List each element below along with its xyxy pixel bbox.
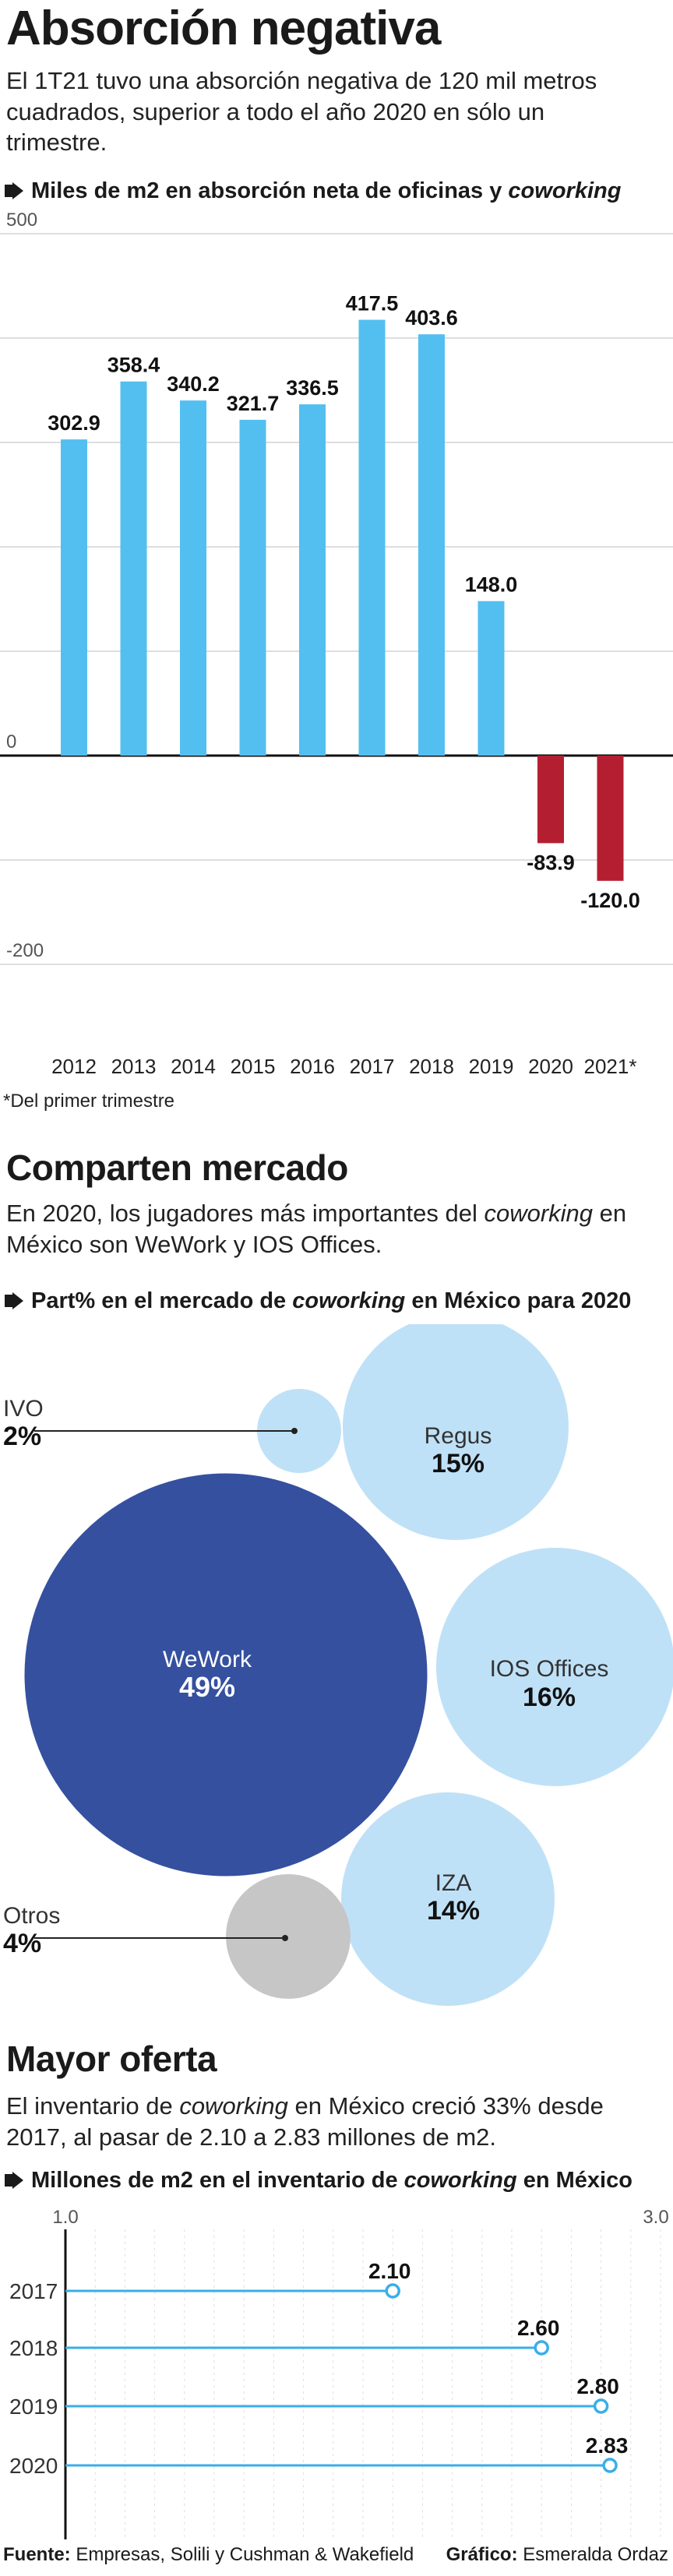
lollipop-value-label: 2.10 [368, 2259, 411, 2283]
bubble-regus [343, 1324, 569, 1540]
y-tick-label: 500 [6, 210, 37, 231]
section3-subtitle: Millones de m2 en el inventario de cowor… [3, 2168, 632, 2194]
bar-2016 [299, 404, 326, 756]
bar-value-label: 417.5 [346, 292, 399, 315]
bar-value-label: 358.4 [107, 354, 160, 377]
y-tick-label: -200 [6, 940, 44, 961]
bar-2019 [477, 601, 505, 756]
bar-x-labels: 2012 2013 2014 2015 2016 2017 2018 2019 2020 2021… [51, 1055, 636, 1078]
x-category-label: 2015 [231, 1055, 276, 1078]
bar-2021* [597, 756, 624, 881]
bar-2013 [120, 381, 147, 756]
bar-y-ticks: 500 0 -200 [6, 210, 44, 961]
x-category-label: 2019 [469, 1055, 514, 1078]
x-category-label: 2013 [111, 1055, 157, 1078]
bubble-ios-offices [436, 1548, 673, 1786]
iza-name: IZA [435, 1870, 472, 1896]
bubble-wework [22, 1471, 430, 1879]
bar-value-label: 148.0 [465, 573, 518, 597]
section3-title: Mayor oferta [6, 2039, 217, 2079]
absorption-bar-chart: 500 0 -200 302.9 358.4 340.2 321.7 336.5 417.… [0, 210, 673, 1078]
regus-value: 15% [432, 1449, 484, 1478]
bar-value-label: 340.2 [167, 372, 220, 396]
wework-value: 49% [179, 1671, 235, 1703]
row-category-label: 2020 [9, 2454, 58, 2478]
bubble-iza [341, 1792, 555, 2006]
x-category-label: 2014 [171, 1055, 216, 1078]
bar-2015 [239, 419, 266, 756]
bar-2012 [61, 439, 87, 756]
ivo-value: 2% [3, 1422, 41, 1451]
ios-offices-value: 16% [523, 1683, 576, 1712]
section2-lead: En 2020, los jugadores más importantes d… [6, 1200, 627, 1258]
source-note: Fuente: Empresas, Solili y Cushman & Wak… [3, 2544, 414, 2565]
lollipop-dot [385, 2283, 400, 2299]
y-tick-label: 0 [6, 731, 16, 752]
lollipop-value-label: 2.83 [586, 2433, 629, 2458]
bar-2018 [418, 334, 445, 756]
bar-value-label: 302.9 [48, 411, 100, 435]
x-category-label: 2016 [290, 1055, 335, 1078]
section2-title: Comparten mercado [6, 1147, 348, 1188]
bar-value-label: 403.6 [405, 306, 458, 329]
regus-name: Regus [425, 1423, 492, 1449]
otros-name: Otros [3, 1903, 60, 1929]
row-category-label: 2018 [9, 2336, 58, 2360]
x-category-label: 2017 [350, 1055, 395, 1078]
lollipop-dot [593, 2398, 609, 2414]
bar-grid [0, 233, 673, 965]
inventory-lollipop-chart: 1.0 3.0 2017 2.10 2018 2.60 2019 2.80 2020 2.83 [9, 2207, 669, 2539]
credit-note: Gráfico: Esmeralda Ordaz [446, 2544, 668, 2565]
market-share-bubble-chart: IVO 2% Regus 15% WeWork 49% IOS Offices … [3, 1324, 673, 2006]
lollipop-value-label: 2.80 [576, 2374, 619, 2398]
ivo-name: IVO [3, 1396, 44, 1422]
x-tick-label: 1.0 [52, 2207, 78, 2228]
bar-value-label: 321.7 [227, 392, 280, 415]
lollipop-dot [602, 2458, 618, 2473]
x-category-label: 2021* [584, 1055, 637, 1078]
x-tick-label: 3.0 [643, 2207, 668, 2228]
bar-2020 [537, 756, 564, 844]
bar-2014 [180, 400, 206, 756]
row-category-label: 2019 [9, 2395, 58, 2419]
otros-leader-dot [282, 1935, 288, 1941]
bar-value-label: -83.9 [527, 851, 575, 874]
row-category-label: 2017 [9, 2279, 58, 2303]
x-category-label: 2012 [51, 1055, 97, 1078]
section1-subtitle: Miles de m2 en absorción neta de oficina… [3, 178, 621, 204]
lollipop-dot [534, 2340, 549, 2356]
x-category-label: 2018 [409, 1055, 454, 1078]
ios-offices-name: IOS Offices [490, 1656, 609, 1682]
lollipop-grid [64, 2229, 661, 2539]
section1-lead: El 1T21 tuvo una absorción negativa de 1… [6, 67, 597, 157]
arrow-marker-icon [5, 2172, 23, 2189]
x-category-label: 2020 [528, 1055, 573, 1078]
wework-name: WeWork [163, 1647, 252, 1672]
arrow-marker-icon [5, 1292, 23, 1309]
section3-lead: El inventario de coworking en México cre… [6, 2092, 604, 2151]
bar-2017 [358, 319, 386, 756]
ivo-leader-dot [291, 1428, 298, 1434]
bar-value-labels: 302.9 358.4 340.2 321.7 336.5 417.5 403.6 148.0… [48, 292, 640, 912]
section1-title: Absorción negativa [6, 2, 441, 55]
bar-value-label: 336.5 [286, 376, 339, 400]
section2-subtitle: Part% en el mercado de coworking en Méxi… [3, 1288, 631, 1314]
bubble-otros [226, 1874, 351, 1999]
arrow-marker-icon [5, 182, 23, 199]
bubble-ivo [257, 1389, 341, 1473]
iza-value: 14% [427, 1896, 480, 1926]
bar-marks [61, 319, 624, 881]
lollipop-marks: 2017 2.10 2018 2.60 2019 2.80 2020 2.83 [9, 2259, 628, 2478]
section1-footnote: *Del primer trimestre [3, 1091, 175, 1112]
otros-value: 4% [3, 1929, 41, 1958]
bar-value-label: -120.0 [580, 889, 640, 912]
lollipop-value-label: 2.60 [517, 2316, 560, 2340]
